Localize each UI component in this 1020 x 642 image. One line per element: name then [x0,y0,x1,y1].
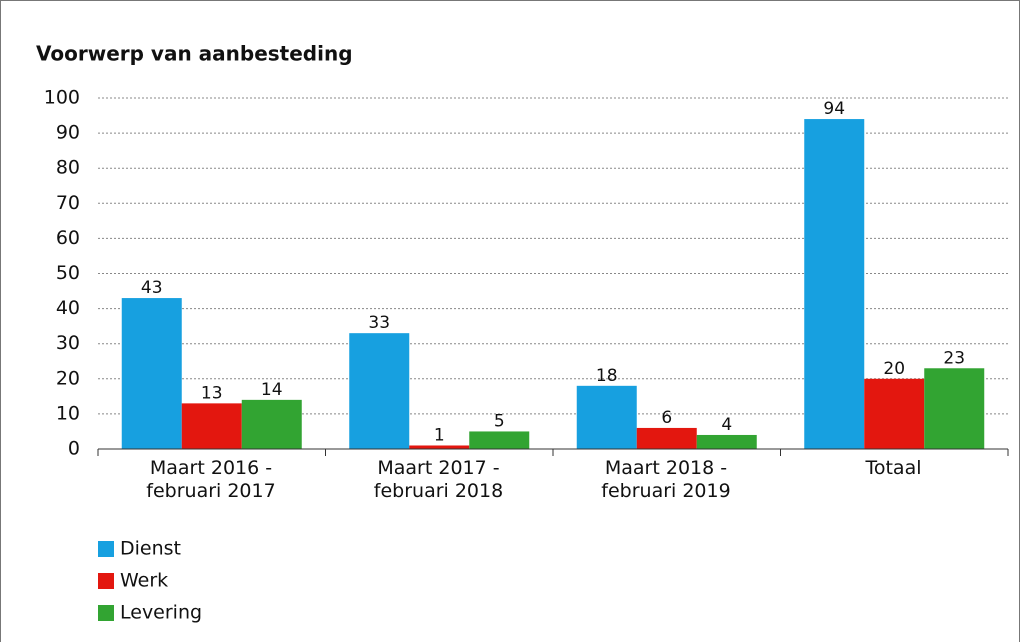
x-tick-label: Totaal [865,457,922,479]
value-label: 14 [261,380,283,400]
y-tick-label: 100 [44,87,80,109]
bar [181,403,242,449]
y-tick-label: 60 [56,227,80,249]
bar [864,378,925,449]
bar [469,431,530,449]
bar [636,427,697,449]
y-tick-label: 30 [56,332,80,354]
value-label: 6 [661,408,672,428]
value-label: 18 [596,366,618,386]
chart-title: Voorwerp van aanbesteding [36,42,353,66]
y-tick-label: 90 [56,122,80,144]
bar [121,298,182,449]
value-label: 94 [823,99,845,119]
legend-swatch [98,541,114,557]
y-tick-label: 10 [56,402,80,424]
y-tick-label: 40 [56,297,80,319]
legend-label: Werk [120,570,168,592]
bar [409,445,470,449]
value-label: 5 [494,411,505,431]
value-label: 33 [368,313,390,333]
value-label: 1 [434,425,445,445]
y-tick-label: 80 [56,157,80,179]
bar [924,368,985,449]
legend-label: Levering [120,602,202,624]
bar [696,434,757,449]
legend-label: Dienst [120,538,181,560]
x-tick-label: Maart 2016 - februari 2017 [146,457,276,502]
value-label: 20 [883,359,905,379]
bar [576,385,637,449]
legend-swatch [98,573,114,589]
value-label: 43 [141,278,163,298]
x-tick-label: Maart 2018 - februari 2019 [601,457,731,502]
x-tick-label: Maart 2017 - februari 2018 [373,457,504,502]
value-label: 23 [943,348,965,368]
y-tick-label: 0 [68,438,80,460]
bar [349,333,410,449]
value-label: 4 [721,415,732,435]
bar [241,399,302,449]
legend-swatch [98,605,114,621]
y-tick-label: 50 [56,262,80,284]
y-tick-label: 70 [56,192,80,214]
value-label: 13 [201,383,223,403]
bar [804,119,865,449]
y-tick-label: 20 [56,367,80,389]
